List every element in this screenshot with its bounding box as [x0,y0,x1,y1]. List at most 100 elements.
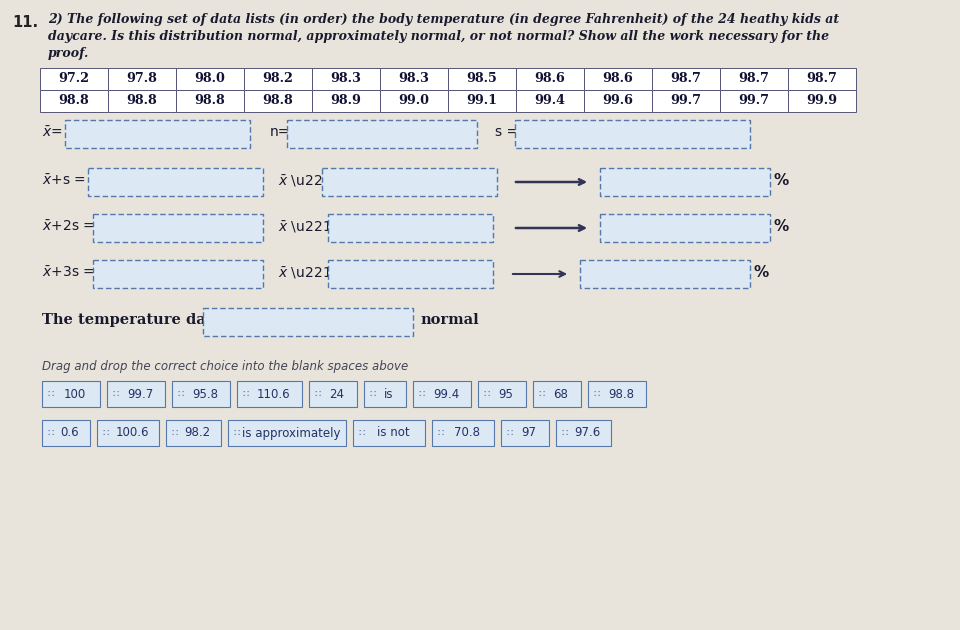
FancyBboxPatch shape [244,90,312,112]
Text: ∷: ∷ [506,428,513,438]
Text: 99.6: 99.6 [603,94,634,108]
FancyBboxPatch shape [720,90,788,112]
Text: 98.8: 98.8 [127,94,157,108]
Text: 98.7: 98.7 [738,72,769,86]
Text: 98.2: 98.2 [184,427,210,440]
Text: daycare. Is this distribution normal, approximately normal, or not normal? Show : daycare. Is this distribution normal, ap… [48,30,829,43]
FancyBboxPatch shape [584,90,652,112]
FancyBboxPatch shape [478,381,526,407]
Text: 99.1: 99.1 [467,94,497,108]
FancyBboxPatch shape [108,68,176,90]
FancyBboxPatch shape [584,68,652,90]
Text: ∷: ∷ [233,428,239,438]
FancyBboxPatch shape [516,68,584,90]
Text: %: % [774,173,789,188]
Text: 99.0: 99.0 [398,94,429,108]
FancyBboxPatch shape [515,120,750,148]
Text: ∷: ∷ [483,389,490,399]
Text: ∷: ∷ [47,428,53,438]
FancyBboxPatch shape [353,420,425,446]
Text: 98.3: 98.3 [330,72,361,86]
FancyBboxPatch shape [720,68,788,90]
Text: 99.4: 99.4 [535,94,565,108]
FancyBboxPatch shape [328,260,493,288]
Text: %: % [754,265,769,280]
Text: 100: 100 [64,387,86,401]
FancyBboxPatch shape [42,420,90,446]
FancyBboxPatch shape [172,381,230,407]
Text: 95.8: 95.8 [192,387,218,401]
FancyBboxPatch shape [364,381,406,407]
FancyBboxPatch shape [40,90,108,112]
FancyBboxPatch shape [533,381,581,407]
Text: 97: 97 [521,427,537,440]
FancyBboxPatch shape [228,420,346,446]
Text: $\bar{x}$ \u2212 2s =: $\bar{x}$ \u2212 2s = [278,219,376,235]
FancyBboxPatch shape [93,214,263,242]
FancyBboxPatch shape [652,68,720,90]
Text: 98.2: 98.2 [263,72,294,86]
Text: 98.8: 98.8 [263,94,294,108]
Text: ∷: ∷ [171,428,178,438]
Text: ∷: ∷ [561,428,567,438]
Text: 97.8: 97.8 [127,72,157,86]
Text: ∷: ∷ [102,428,108,438]
Text: is approximately: is approximately [242,427,340,440]
Text: %: % [774,219,789,234]
FancyBboxPatch shape [42,381,100,407]
FancyBboxPatch shape [176,68,244,90]
Text: 98.6: 98.6 [535,72,565,86]
Text: $\bar{x}$ \u2212 3s =: $\bar{x}$ \u2212 3s = [278,265,376,281]
Text: ∷: ∷ [177,389,183,399]
Text: normal: normal [420,313,479,327]
FancyBboxPatch shape [65,120,250,148]
Text: ∷: ∷ [369,389,375,399]
Text: $\bar{x}$+s =: $\bar{x}$+s = [42,173,86,188]
Text: 98.6: 98.6 [603,72,634,86]
FancyBboxPatch shape [788,90,856,112]
Text: The temperature dat: The temperature dat [42,313,212,327]
FancyBboxPatch shape [328,214,493,242]
Text: $\bar{x}$+3s =: $\bar{x}$+3s = [42,265,95,280]
Text: 98.8: 98.8 [195,94,226,108]
FancyBboxPatch shape [516,90,584,112]
Text: ∷: ∷ [538,389,544,399]
Text: ∷: ∷ [112,389,118,399]
Text: 98.5: 98.5 [467,72,497,86]
FancyBboxPatch shape [556,420,611,446]
Text: 70.8: 70.8 [454,427,480,440]
FancyBboxPatch shape [380,68,448,90]
Text: 95: 95 [498,387,514,401]
Text: $\bar{x}$=: $\bar{x}$= [42,125,62,140]
FancyBboxPatch shape [448,68,516,90]
Text: 99.9: 99.9 [806,94,837,108]
Text: ∷: ∷ [242,389,249,399]
Text: proof.: proof. [48,47,89,60]
Text: 97.6: 97.6 [574,427,601,440]
Text: ∷: ∷ [358,428,364,438]
FancyBboxPatch shape [88,168,263,196]
FancyBboxPatch shape [166,420,221,446]
Text: 98.3: 98.3 [398,72,429,86]
Text: 98.8: 98.8 [59,94,89,108]
Text: n=: n= [270,125,290,139]
Text: 99.7: 99.7 [670,94,702,108]
FancyBboxPatch shape [652,90,720,112]
Text: is not: is not [376,427,409,440]
FancyBboxPatch shape [600,214,770,242]
FancyBboxPatch shape [788,68,856,90]
FancyBboxPatch shape [203,308,413,336]
FancyBboxPatch shape [237,381,302,407]
FancyBboxPatch shape [312,68,380,90]
Text: Drag and drop the correct choice into the blank spaces above: Drag and drop the correct choice into th… [42,360,408,373]
Text: ∷: ∷ [418,389,424,399]
Text: 98.8: 98.8 [608,387,634,401]
Text: 97.2: 97.2 [59,72,89,86]
Text: 98.9: 98.9 [330,94,361,108]
Text: 98.0: 98.0 [195,72,226,86]
FancyBboxPatch shape [108,90,176,112]
Text: ∷: ∷ [314,389,321,399]
FancyBboxPatch shape [97,420,159,446]
FancyBboxPatch shape [93,260,263,288]
Text: s =: s = [495,125,518,139]
